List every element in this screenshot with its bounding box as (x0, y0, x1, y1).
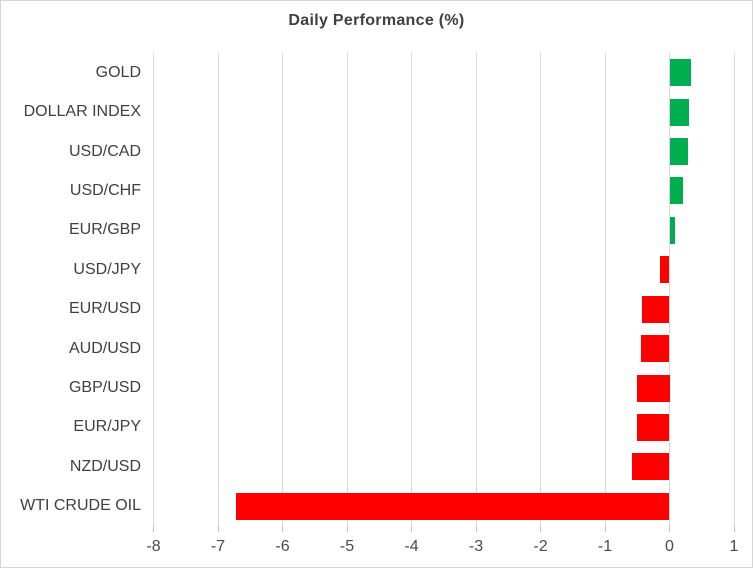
category-label: AUD/USD (68, 339, 141, 357)
x-axis-tick (411, 526, 412, 532)
category-label: USD/JPY (73, 260, 141, 278)
x-axis-tick (346, 526, 348, 532)
bar-nzd-usd (632, 453, 670, 481)
bar-usd-cad (669, 138, 688, 166)
category-label: GOLD (95, 63, 141, 81)
bar-eur-gbp (669, 216, 675, 244)
bar-gold (669, 59, 691, 87)
category-label: EUR/USD (68, 300, 141, 318)
bar-aud-usd (641, 335, 670, 363)
bar-usd-chf (669, 177, 684, 205)
x-axis-tick-label: 1 (729, 538, 739, 555)
x-axis-tick-label: -6 (275, 538, 290, 555)
x-axis-tick (475, 526, 477, 532)
gridline (217, 53, 219, 526)
category-label: EUR/GBP (68, 221, 141, 239)
category-label: EUR/JPY (73, 418, 141, 436)
x-axis-tick-label: -1 (597, 538, 613, 555)
x-axis-tick (669, 526, 670, 532)
gridline (669, 53, 670, 526)
x-axis-tick-label: -8 (146, 538, 161, 555)
gridline (733, 53, 735, 526)
bar-gbp-usd (637, 374, 670, 402)
category-label: WTI CRUDE OIL (20, 497, 141, 515)
gridline (346, 53, 348, 526)
x-axis-tick (282, 526, 283, 532)
x-axis-tick-label: -5 (339, 538, 355, 555)
category-label: DOLLAR INDEX (23, 103, 141, 121)
bar-dollar-index (669, 98, 690, 126)
gridline (540, 53, 541, 526)
bar-eur-jpy (636, 413, 670, 441)
x-axis-tick-label: 0 (665, 538, 674, 555)
x-axis-tick (217, 526, 219, 532)
bar-eur-usd (642, 295, 670, 323)
x-axis-tick (604, 526, 606, 532)
bar-wti-crude-oil (236, 492, 670, 520)
x-axis-tick-label: -3 (468, 538, 484, 555)
x-axis-tick (153, 526, 154, 532)
x-axis-tick-label: -7 (210, 538, 226, 555)
chart-title: Daily Performance (%) (288, 12, 465, 29)
gridline (604, 53, 606, 526)
x-axis-tick (540, 526, 541, 532)
x-axis-tick (733, 526, 735, 532)
category-label: GBP/USD (68, 379, 141, 397)
x-axis-tick-label: -2 (533, 538, 548, 555)
category-label: USD/CHF (69, 181, 141, 199)
category-label: NZD/USD (69, 457, 141, 475)
x-axis-tick-label: -4 (404, 538, 419, 555)
gridline (475, 53, 477, 526)
gridline (153, 53, 154, 526)
gridline (411, 53, 412, 526)
category-label: USD/CAD (68, 142, 141, 160)
gridline (282, 53, 283, 526)
bar-usd-jpy (659, 256, 670, 284)
